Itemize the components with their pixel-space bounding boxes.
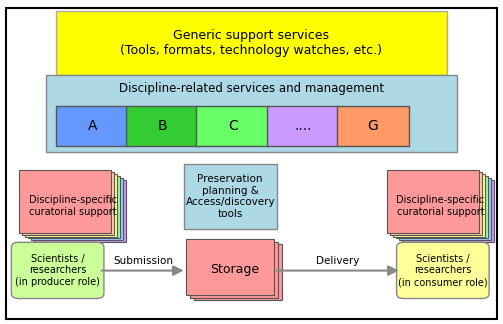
FancyBboxPatch shape: [398, 178, 491, 240]
Text: Scientists /
researchers
(in producer role): Scientists / researchers (in producer ro…: [15, 254, 100, 287]
FancyBboxPatch shape: [28, 176, 120, 238]
FancyBboxPatch shape: [187, 239, 274, 295]
FancyBboxPatch shape: [12, 242, 104, 298]
FancyBboxPatch shape: [126, 106, 199, 146]
Text: Discipline-specific
curatorial support: Discipline-specific curatorial support: [396, 195, 484, 217]
Text: C: C: [228, 119, 237, 133]
FancyBboxPatch shape: [401, 180, 494, 242]
FancyBboxPatch shape: [34, 180, 126, 242]
FancyBboxPatch shape: [46, 75, 457, 152]
FancyBboxPatch shape: [389, 172, 482, 235]
Text: Generic support services
(Tools, formats, technology watches, etc.): Generic support services (Tools, formats…: [121, 29, 382, 57]
Text: A: A: [88, 119, 98, 133]
FancyBboxPatch shape: [392, 174, 485, 237]
FancyBboxPatch shape: [25, 174, 117, 237]
Text: ....: ....: [294, 119, 311, 133]
FancyBboxPatch shape: [396, 242, 489, 298]
Text: Storage: Storage: [210, 263, 259, 276]
FancyBboxPatch shape: [191, 242, 278, 298]
Text: Submission: Submission: [113, 256, 173, 266]
FancyBboxPatch shape: [31, 178, 123, 240]
FancyBboxPatch shape: [267, 106, 339, 146]
FancyBboxPatch shape: [56, 11, 447, 75]
Text: G: G: [367, 119, 378, 133]
FancyBboxPatch shape: [19, 170, 112, 233]
Text: B: B: [158, 119, 167, 133]
Text: Delivery: Delivery: [316, 256, 359, 266]
FancyBboxPatch shape: [197, 106, 269, 146]
FancyBboxPatch shape: [337, 106, 409, 146]
FancyBboxPatch shape: [195, 244, 282, 300]
FancyBboxPatch shape: [22, 172, 115, 235]
FancyBboxPatch shape: [56, 106, 129, 146]
FancyBboxPatch shape: [395, 176, 488, 238]
Text: Discipline-related services and management: Discipline-related services and manageme…: [119, 82, 384, 95]
Text: Discipline-specific
curatorial support: Discipline-specific curatorial support: [29, 195, 117, 217]
FancyBboxPatch shape: [387, 170, 479, 233]
Text: Preservation
planning &
Access/discovery
tools: Preservation planning & Access/discovery…: [186, 174, 275, 219]
FancyBboxPatch shape: [184, 164, 277, 229]
FancyBboxPatch shape: [7, 8, 496, 319]
Text: Scientists /
researchers
(in consumer role): Scientists / researchers (in consumer ro…: [398, 254, 487, 287]
